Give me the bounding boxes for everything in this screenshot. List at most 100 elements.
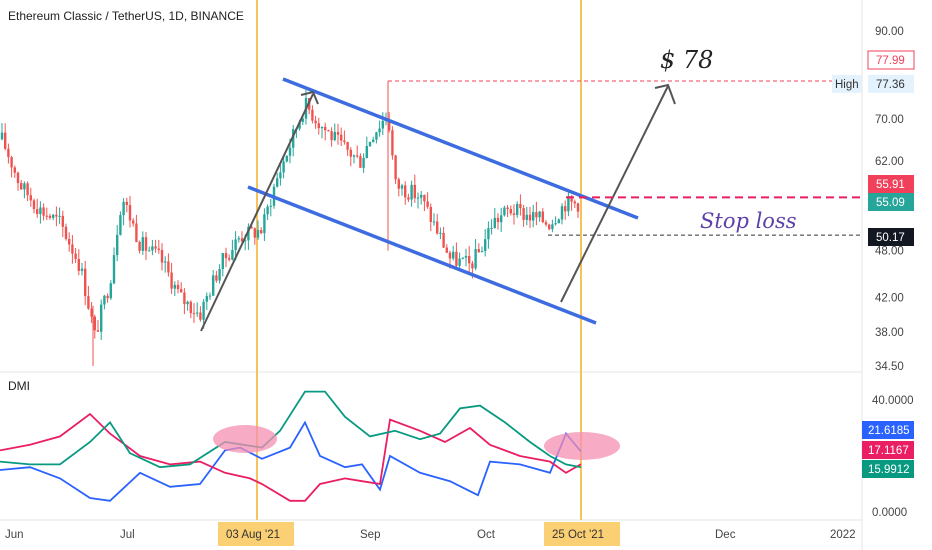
candle-body xyxy=(266,206,269,215)
candle xyxy=(461,257,464,260)
candle xyxy=(61,210,64,238)
candle-body xyxy=(42,207,45,216)
candle-body xyxy=(23,183,26,190)
candle xyxy=(516,201,519,218)
price-tag-label: 55.91 xyxy=(876,179,905,191)
candle xyxy=(173,281,176,297)
candle xyxy=(365,136,368,159)
candle-body xyxy=(250,226,253,229)
candle xyxy=(381,112,384,136)
candle-body xyxy=(362,158,365,168)
candle xyxy=(560,203,564,225)
candle-body xyxy=(103,295,106,305)
time-tick-label: Sep xyxy=(360,529,380,541)
candle-body xyxy=(311,109,314,121)
candle xyxy=(228,254,231,262)
candle xyxy=(260,227,263,235)
candle xyxy=(128,195,132,228)
candle xyxy=(404,181,407,205)
candle xyxy=(68,232,71,252)
candle-body xyxy=(378,128,381,133)
arrow-upswing-line xyxy=(200,93,314,332)
candle-body xyxy=(138,241,141,251)
candle xyxy=(340,127,343,146)
candle xyxy=(48,213,52,220)
high-value: 77.36 xyxy=(876,79,905,91)
candle xyxy=(36,198,39,218)
candle-body xyxy=(285,155,288,162)
candle-body xyxy=(234,239,237,250)
candle-body xyxy=(439,232,442,234)
candle xyxy=(480,246,484,253)
candle-body xyxy=(512,213,516,215)
candle-body xyxy=(391,130,394,156)
candle xyxy=(10,155,13,178)
candle xyxy=(468,246,471,274)
candle-body xyxy=(32,200,36,210)
candle-body xyxy=(442,232,445,248)
candle xyxy=(160,243,164,271)
candle-body xyxy=(381,120,384,129)
time-highlight-bg xyxy=(218,522,294,546)
candle-body xyxy=(314,120,317,124)
time-highlight-label: 25 Oct '21 xyxy=(552,529,604,541)
candle xyxy=(180,282,183,293)
candle xyxy=(336,123,340,145)
candle xyxy=(109,280,112,301)
candle xyxy=(80,263,84,276)
candle xyxy=(487,221,490,249)
candle-body xyxy=(228,258,231,260)
candle xyxy=(519,194,522,216)
candle-body xyxy=(119,215,122,235)
candle-body xyxy=(157,248,160,250)
candle xyxy=(429,203,432,232)
candle-body xyxy=(170,272,173,289)
candle xyxy=(186,300,189,311)
candle-body xyxy=(336,132,340,135)
candle xyxy=(333,123,336,142)
arrow-target-head xyxy=(654,83,676,105)
candle xyxy=(557,218,560,224)
candle xyxy=(343,130,346,145)
candle-body xyxy=(551,224,554,230)
candle-body xyxy=(576,203,580,212)
candle xyxy=(26,181,29,202)
candle xyxy=(349,147,352,167)
candle-body xyxy=(196,312,199,314)
candle xyxy=(528,206,532,228)
candle xyxy=(509,205,512,216)
candle-body xyxy=(525,214,528,220)
candle xyxy=(112,247,116,285)
candle-body xyxy=(7,148,10,158)
candle-body xyxy=(180,289,183,293)
candle-body xyxy=(64,226,68,239)
price-tick-label: 90.00 xyxy=(875,26,904,38)
candle xyxy=(436,213,439,235)
candle-body xyxy=(186,301,189,305)
candle-body xyxy=(346,141,349,150)
dmi-tag-label: 15.9912 xyxy=(868,464,910,476)
candle-body xyxy=(560,206,564,220)
candle xyxy=(314,115,317,129)
candle xyxy=(503,205,506,217)
arrow-upswing-head xyxy=(300,90,319,105)
candle-body xyxy=(320,126,324,129)
candle xyxy=(442,226,445,249)
candle xyxy=(196,302,199,317)
candle-body xyxy=(372,139,375,142)
candle-body xyxy=(112,255,116,284)
candle-body xyxy=(365,145,368,159)
candle-body xyxy=(231,249,234,260)
candle xyxy=(205,292,208,310)
candle-body xyxy=(471,263,474,269)
candle xyxy=(372,136,375,143)
candle xyxy=(148,246,151,252)
candle-body xyxy=(202,301,205,320)
candle-body xyxy=(260,230,263,234)
candle xyxy=(100,299,103,340)
candle xyxy=(439,227,442,240)
candle-body xyxy=(10,157,13,168)
candle-body xyxy=(279,172,282,179)
